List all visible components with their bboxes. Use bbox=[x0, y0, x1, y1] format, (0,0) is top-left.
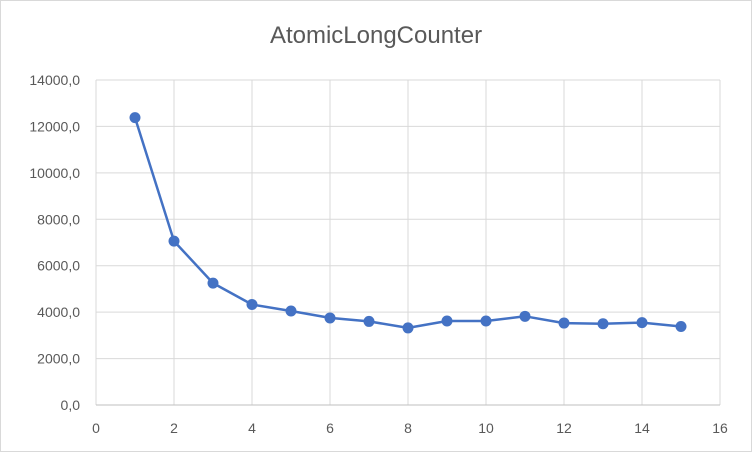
x-tick-label: 2 bbox=[170, 420, 178, 436]
data-point bbox=[129, 112, 141, 124]
data-point bbox=[480, 315, 492, 327]
y-axis-tick-labels: 0,0 2000,0 4000,0 6000,0 8000,0 10000,0 12000,… bbox=[29, 72, 80, 413]
x-tick-label: 4 bbox=[248, 420, 256, 436]
x-axis-tick-labels: 0 2 4 6 8 10 12 14 16 bbox=[92, 420, 728, 436]
y-tick-label: 12000,0 bbox=[29, 118, 80, 134]
y-tick-label: 8000,0 bbox=[37, 211, 80, 227]
data-point bbox=[168, 235, 180, 247]
y-tick-label: 4000,0 bbox=[37, 304, 80, 320]
data-point bbox=[285, 305, 297, 317]
data-point bbox=[246, 298, 258, 310]
chart-title: AtomicLongCounter bbox=[269, 22, 483, 49]
x-tick-label: 14 bbox=[634, 420, 650, 436]
y-tick-label: 10000,0 bbox=[29, 165, 80, 181]
data-point bbox=[636, 317, 648, 329]
x-tick-label: 0 bbox=[92, 420, 100, 436]
x-tick-label: 16 bbox=[712, 420, 728, 436]
data-point bbox=[402, 322, 414, 334]
y-tick-label: 0,0 bbox=[61, 397, 81, 413]
data-point bbox=[558, 317, 570, 329]
data-point bbox=[441, 315, 453, 327]
data-point bbox=[675, 321, 687, 333]
x-tick-label: 8 bbox=[404, 420, 412, 436]
data-point bbox=[597, 318, 609, 330]
x-tick-label: 10 bbox=[478, 420, 494, 436]
gridlines bbox=[95, 79, 721, 406]
y-tick-label: 2000,0 bbox=[37, 351, 80, 367]
y-tick-label: 6000,0 bbox=[37, 258, 80, 274]
x-tick-label: 6 bbox=[326, 420, 334, 436]
x-tick-label: 12 bbox=[556, 420, 572, 436]
data-point bbox=[207, 277, 219, 289]
data-point bbox=[519, 310, 531, 322]
y-tick-label: 14000,0 bbox=[29, 72, 80, 88]
data-point bbox=[363, 315, 375, 327]
data-point bbox=[324, 312, 336, 324]
data-series bbox=[129, 112, 687, 334]
